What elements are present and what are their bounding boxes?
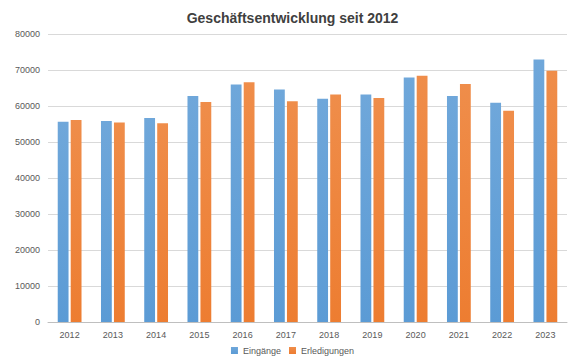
svg-text:60000: 60000 [15, 101, 40, 111]
svg-text:70000: 70000 [15, 65, 40, 75]
svg-text:2015: 2015 [189, 330, 209, 340]
svg-text:40000: 40000 [15, 173, 40, 183]
svg-text:2020: 2020 [406, 330, 426, 340]
svg-text:2017: 2017 [276, 330, 296, 340]
svg-text:2016: 2016 [233, 330, 253, 340]
svg-text:2013: 2013 [103, 330, 123, 340]
svg-text:2012: 2012 [60, 330, 80, 340]
svg-text:2019: 2019 [362, 330, 382, 340]
svg-text:20000: 20000 [15, 245, 40, 255]
svg-text:10000: 10000 [15, 281, 40, 291]
svg-text:50000: 50000 [15, 137, 40, 147]
svg-text:Geschäftsentwicklung seit 2012: Geschäftsentwicklung seit 2012 [187, 10, 399, 26]
svg-text:2021: 2021 [449, 330, 469, 340]
svg-text:2022: 2022 [492, 330, 512, 340]
svg-text:2023: 2023 [535, 330, 555, 340]
svg-text:2018: 2018 [319, 330, 339, 340]
svg-text:Eingänge: Eingänge [243, 346, 281, 356]
svg-text:80000: 80000 [15, 29, 40, 39]
svg-text:30000: 30000 [15, 209, 40, 219]
svg-text:0: 0 [35, 317, 40, 327]
svg-text:2014: 2014 [146, 330, 166, 340]
svg-text:Erledigungen: Erledigungen [301, 346, 354, 356]
